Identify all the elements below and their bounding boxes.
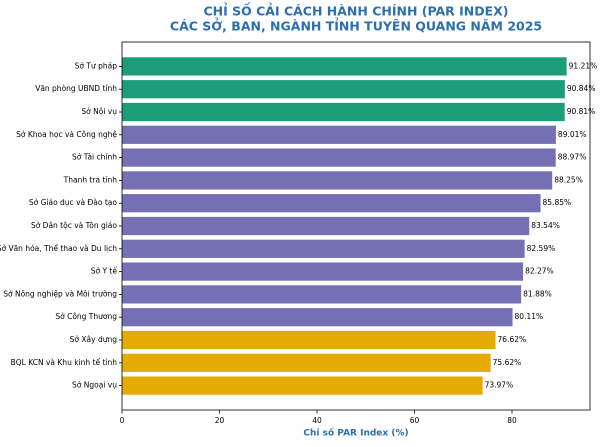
y-tick-label: Sở Tài chính bbox=[72, 153, 117, 162]
x-tick-label: 0 bbox=[120, 416, 125, 425]
value-label: 76.62% bbox=[498, 335, 527, 344]
bar bbox=[122, 80, 565, 99]
value-label: 88.97% bbox=[558, 153, 587, 162]
y-tick-label: Văn phòng UBND tỉnh bbox=[35, 84, 117, 93]
value-label: 82.27% bbox=[525, 267, 554, 276]
bar bbox=[122, 353, 491, 372]
value-label: 90.84% bbox=[567, 84, 596, 93]
plot-frame bbox=[121, 41, 591, 411]
bar bbox=[122, 330, 496, 350]
y-tick-label: Sở Văn hóa, Thể thao và Du lịch bbox=[0, 244, 117, 253]
y-tick-label: Sở Dân tộc và Tôn giáo bbox=[31, 221, 117, 230]
x-tick-label: 20 bbox=[215, 416, 225, 425]
value-label: 75.62% bbox=[493, 358, 522, 367]
value-label: 90.81% bbox=[567, 107, 596, 116]
bar bbox=[122, 148, 556, 167]
value-label: 91.21% bbox=[569, 61, 598, 70]
y-tick-label: Sở Công Thương bbox=[55, 312, 117, 321]
value-label: 73.97% bbox=[485, 381, 514, 390]
bar bbox=[122, 125, 556, 144]
bar bbox=[122, 57, 567, 76]
bar bbox=[122, 171, 553, 190]
value-label: 82.59% bbox=[527, 244, 556, 253]
bar bbox=[122, 262, 524, 281]
y-tick-label: Sở Khoa học và Công nghệ bbox=[16, 130, 117, 139]
bar bbox=[122, 194, 541, 213]
bar bbox=[122, 308, 513, 327]
y-tick-label: Sở Tư pháp bbox=[75, 61, 118, 70]
y-tick-label: Thanh tra tỉnh bbox=[63, 175, 118, 184]
y-tick-label: BQL KCN và Khu kinh tế tỉnh bbox=[11, 358, 118, 367]
y-tick-label: Sở Xây dựng bbox=[70, 335, 118, 344]
y-tick-label: Sở Ngoại vụ bbox=[72, 381, 117, 390]
value-label: 85.85% bbox=[543, 198, 572, 207]
y-tick-label: Sở Nông nghiệp và Môi trường bbox=[3, 289, 117, 298]
value-label: 88.25% bbox=[554, 175, 583, 184]
bar bbox=[122, 102, 565, 122]
y-tick-label: Sở Giáo dục và Đào tạo bbox=[29, 198, 118, 207]
x-tick-label: 60 bbox=[410, 416, 420, 425]
bar bbox=[122, 216, 530, 236]
y-tick-label: Sở Nội vụ bbox=[81, 107, 117, 116]
value-label: 80.11% bbox=[515, 312, 544, 321]
bar bbox=[122, 376, 483, 395]
x-axis-label: Chỉ số PAR Index (%) bbox=[303, 428, 408, 439]
bar bbox=[122, 285, 522, 304]
value-label: 83.54% bbox=[531, 221, 560, 230]
chart-title: CHỈ SỐ CẢI CÁCH HÀNH CHÍNH (PAR INDEX) bbox=[203, 2, 508, 19]
value-label: 89.01% bbox=[558, 130, 587, 139]
bar bbox=[122, 239, 525, 258]
x-tick-label: 40 bbox=[312, 416, 322, 425]
y-tick-label: Sở Y tế bbox=[91, 267, 118, 276]
value-label: 81.88% bbox=[523, 289, 552, 298]
chart-subtitle: CÁC SỞ, BAN, NGÀNH TỈNH TUYÊN QUANG NĂM … bbox=[170, 18, 542, 34]
x-tick-label: 80 bbox=[507, 416, 517, 425]
